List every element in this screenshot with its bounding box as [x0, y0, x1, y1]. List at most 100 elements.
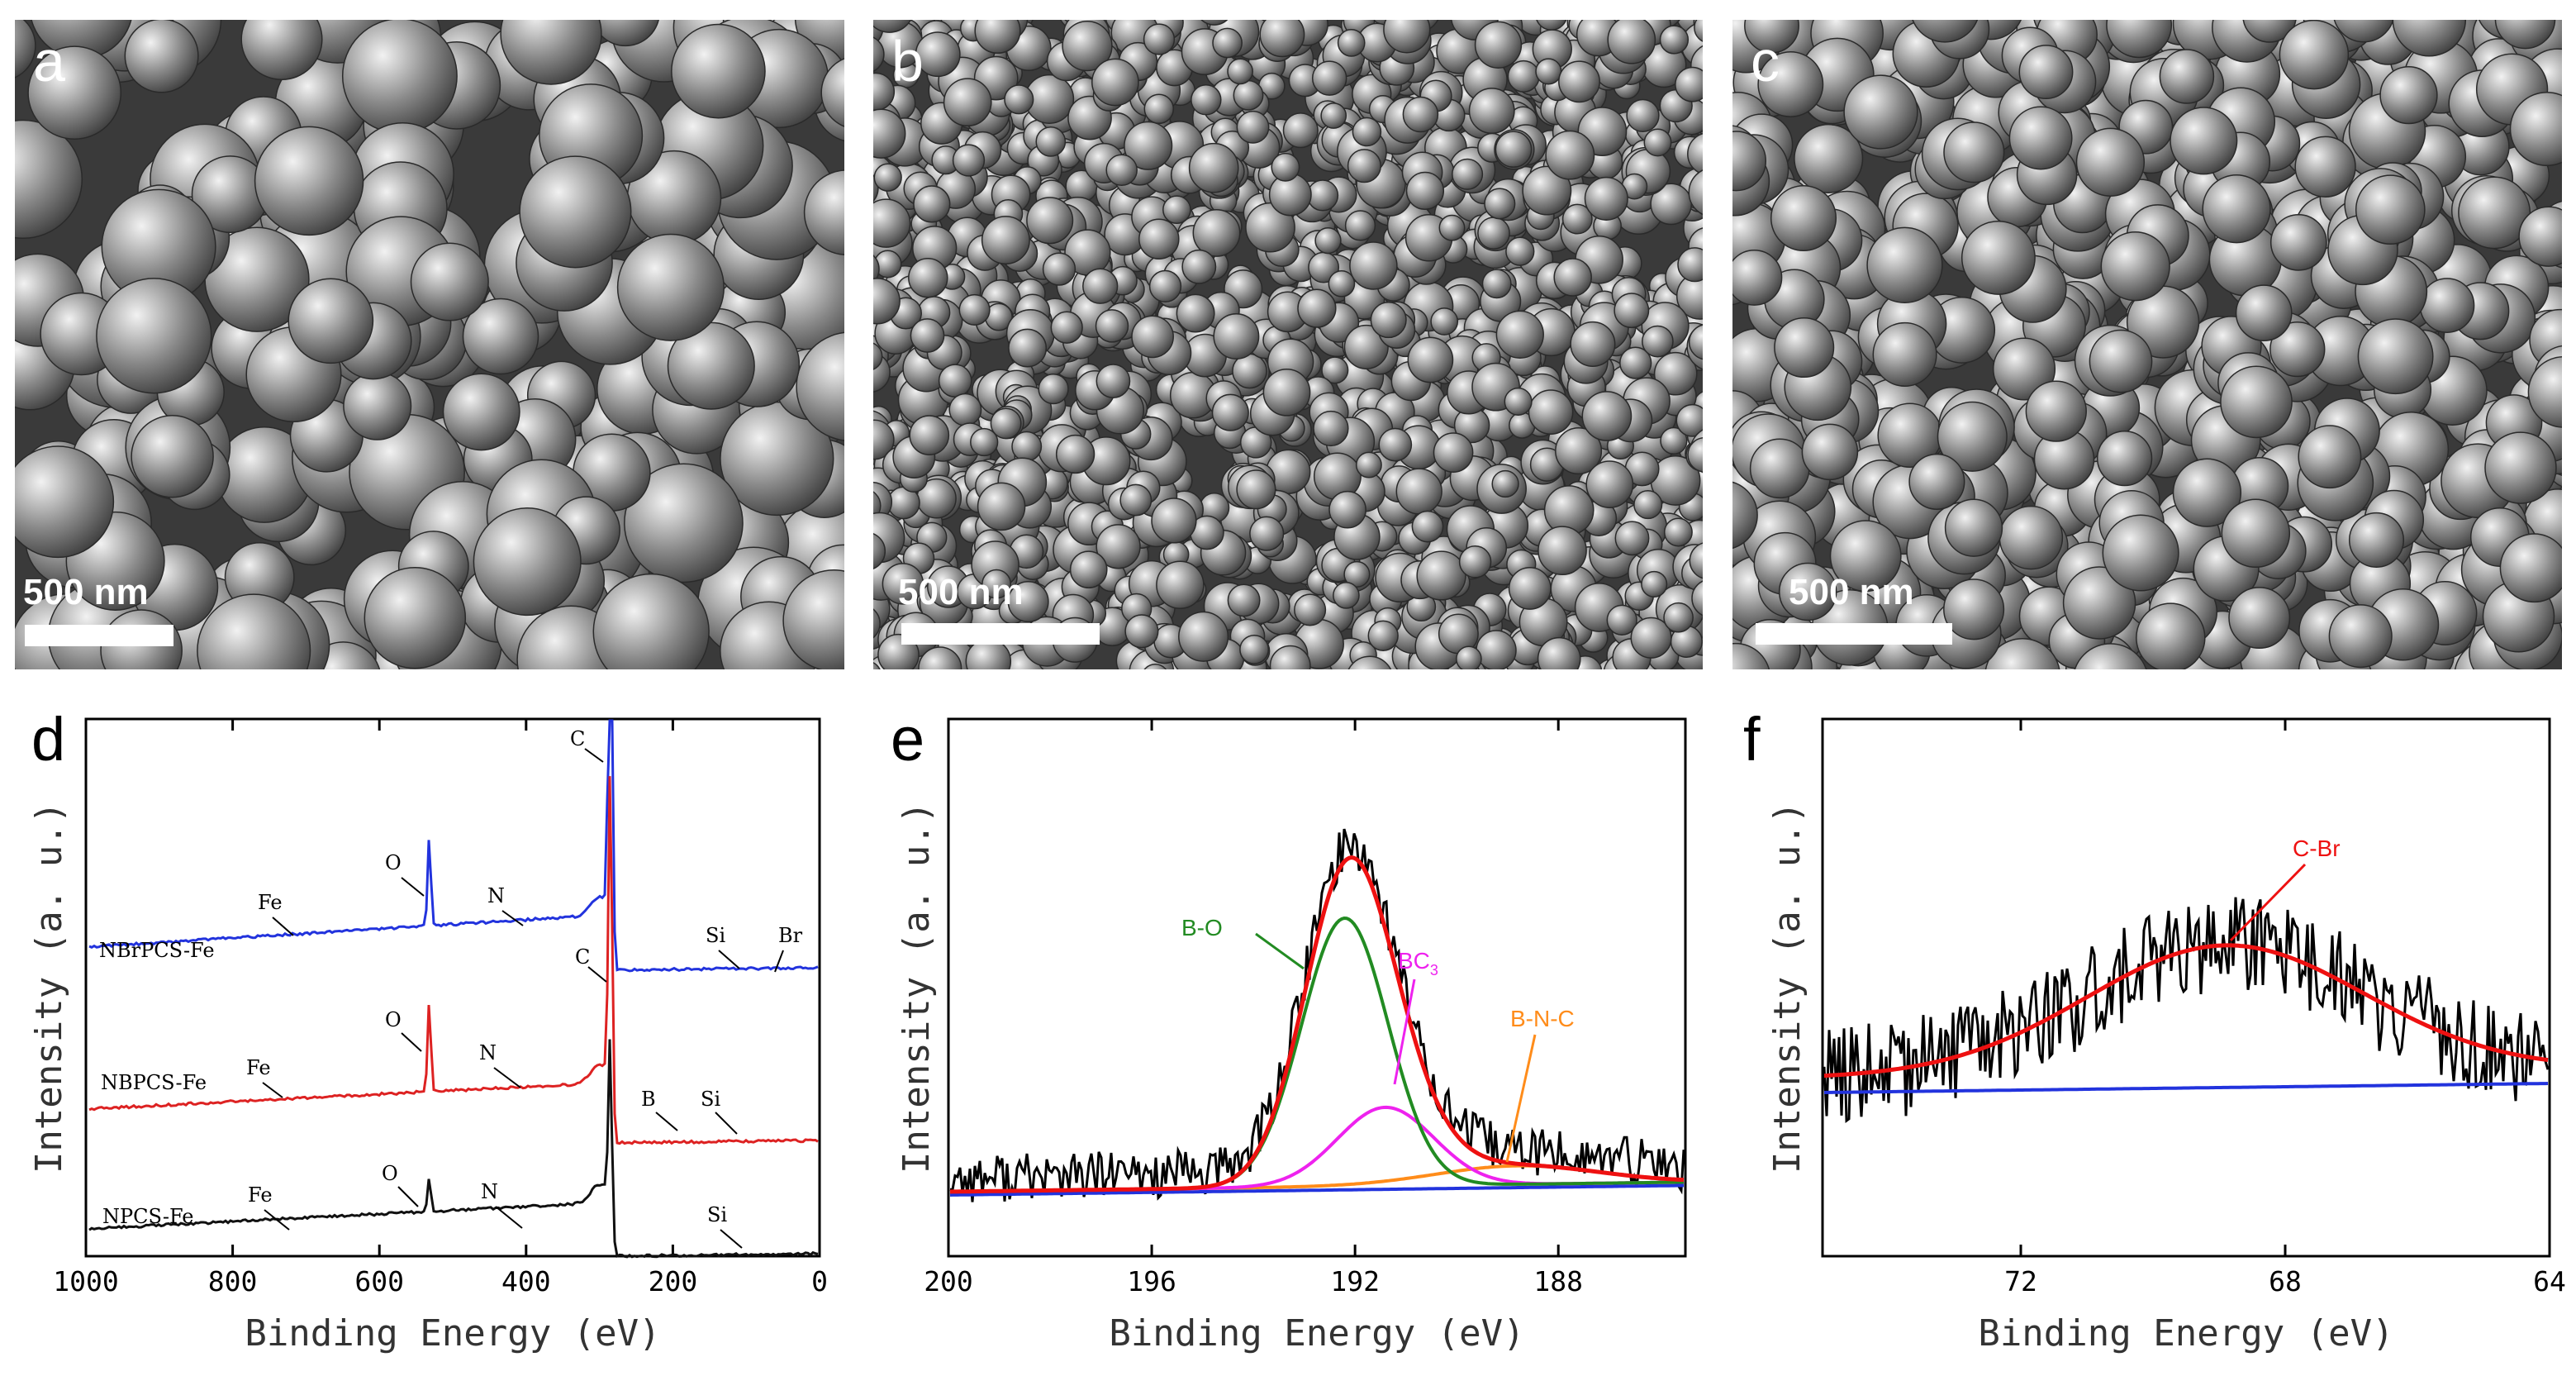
particle — [915, 31, 961, 78]
peak-arrow-o-3 — [397, 1186, 419, 1207]
particle — [908, 257, 948, 298]
peak-arrow-c-1 — [584, 748, 604, 763]
particle — [1349, 241, 1398, 290]
particle — [1008, 328, 1048, 368]
particle — [1653, 351, 1698, 396]
chart-d: 1000 800 600 400 200 0 NBrPCS-Fe NBPCS-Fe NPC… — [28, 717, 828, 1355]
panel-label-a: a — [33, 29, 65, 93]
particle — [1320, 102, 1347, 129]
particle — [1191, 84, 1222, 116]
particle — [873, 108, 906, 159]
particle — [1271, 152, 1300, 182]
particle — [1314, 227, 1342, 255]
particle — [1347, 655, 1392, 669]
particle — [1239, 634, 1270, 664]
peak-label-si-2: Si — [701, 1088, 720, 1111]
particle — [1328, 490, 1366, 529]
peak-label-n-3: N — [481, 1180, 498, 1203]
peak-label-c-1: C — [570, 727, 585, 750]
particle — [918, 646, 962, 669]
particle — [1687, 437, 1703, 473]
particle — [1333, 582, 1360, 609]
particle — [1269, 645, 1311, 669]
chart-e: 200 196 192 188 B-O BC3 B-N-C Binding Energ… — [896, 717, 1687, 1355]
particle — [1026, 197, 1074, 245]
particle — [1262, 368, 1311, 417]
particle — [1143, 23, 1176, 55]
background-line-f — [1823, 1082, 2549, 1094]
particle — [1343, 324, 1389, 369]
particle — [1528, 389, 1574, 435]
particle — [1236, 110, 1270, 144]
fit-component-b-o — [949, 916, 1685, 1193]
x-axis-title-d: Binding Energy (eV) — [245, 1312, 660, 1355]
particle — [1143, 664, 1167, 669]
particle — [1138, 218, 1180, 259]
particle — [1383, 20, 1431, 54]
particle — [796, 331, 844, 441]
particle — [981, 216, 1030, 265]
particle — [1178, 611, 1229, 662]
series-name-npcs-fe: NPCS-Fe — [102, 1205, 193, 1228]
scale-bar-a — [25, 625, 173, 646]
particle — [1504, 387, 1533, 416]
particle — [1505, 236, 1535, 266]
x-tick-label: 192 — [1330, 1265, 1380, 1297]
particle — [1570, 321, 1616, 367]
particle — [1096, 364, 1131, 398]
particle — [803, 169, 844, 255]
particle — [910, 318, 945, 353]
particle — [1491, 469, 1519, 498]
series-name-nbpcs-fe: NBPCS-Fe — [101, 1071, 207, 1094]
particle — [1313, 410, 1349, 447]
particle — [1162, 195, 1191, 225]
particle — [1259, 20, 1305, 58]
particle — [1561, 203, 1593, 235]
peak-label-b-2: B — [641, 1088, 656, 1111]
particle — [1619, 346, 1652, 379]
particle — [1688, 169, 1703, 216]
particle — [462, 298, 539, 375]
particle — [288, 278, 374, 364]
particle — [1370, 302, 1407, 339]
sem-b-spheres — [873, 20, 1703, 669]
particle — [1553, 258, 1592, 297]
particle — [592, 20, 659, 47]
particle — [124, 20, 199, 93]
particle — [15, 20, 36, 79]
x-tick-label: 68 — [2269, 1265, 2302, 1297]
x-tick-label: 800 — [208, 1265, 258, 1297]
particle — [1249, 516, 1285, 551]
particle — [1297, 288, 1337, 328]
particle — [1677, 247, 1703, 283]
particle — [1192, 208, 1241, 257]
particle — [519, 155, 632, 269]
particle — [1660, 426, 1688, 455]
particle — [1407, 336, 1454, 383]
particle — [1626, 98, 1660, 133]
particle — [1328, 269, 1356, 298]
particle — [1131, 315, 1174, 359]
particle — [27, 45, 122, 140]
particle — [1343, 560, 1371, 588]
particle — [592, 573, 710, 669]
particle — [1402, 96, 1439, 133]
particle — [1458, 545, 1492, 578]
particle — [1119, 483, 1153, 517]
peak-label-fe-2: Fe — [246, 1056, 271, 1079]
particle — [1663, 517, 1693, 547]
particle — [671, 23, 766, 119]
x-tick-label: 196 — [1127, 1265, 1176, 1297]
peak-arrow-si-2 — [715, 1112, 738, 1135]
particle — [1151, 498, 1197, 544]
particle — [873, 342, 883, 370]
plot-frame-d — [84, 717, 821, 1258]
peak-pointer-b-o — [1255, 932, 1305, 970]
particle — [1538, 526, 1587, 576]
particle — [1537, 636, 1581, 669]
x-tick-label: 0 — [811, 1265, 828, 1297]
particle — [1558, 60, 1600, 103]
x-ticks-e: 200 196 192 188 — [924, 719, 1583, 1297]
peak-arrow-n-3 — [495, 1206, 523, 1229]
